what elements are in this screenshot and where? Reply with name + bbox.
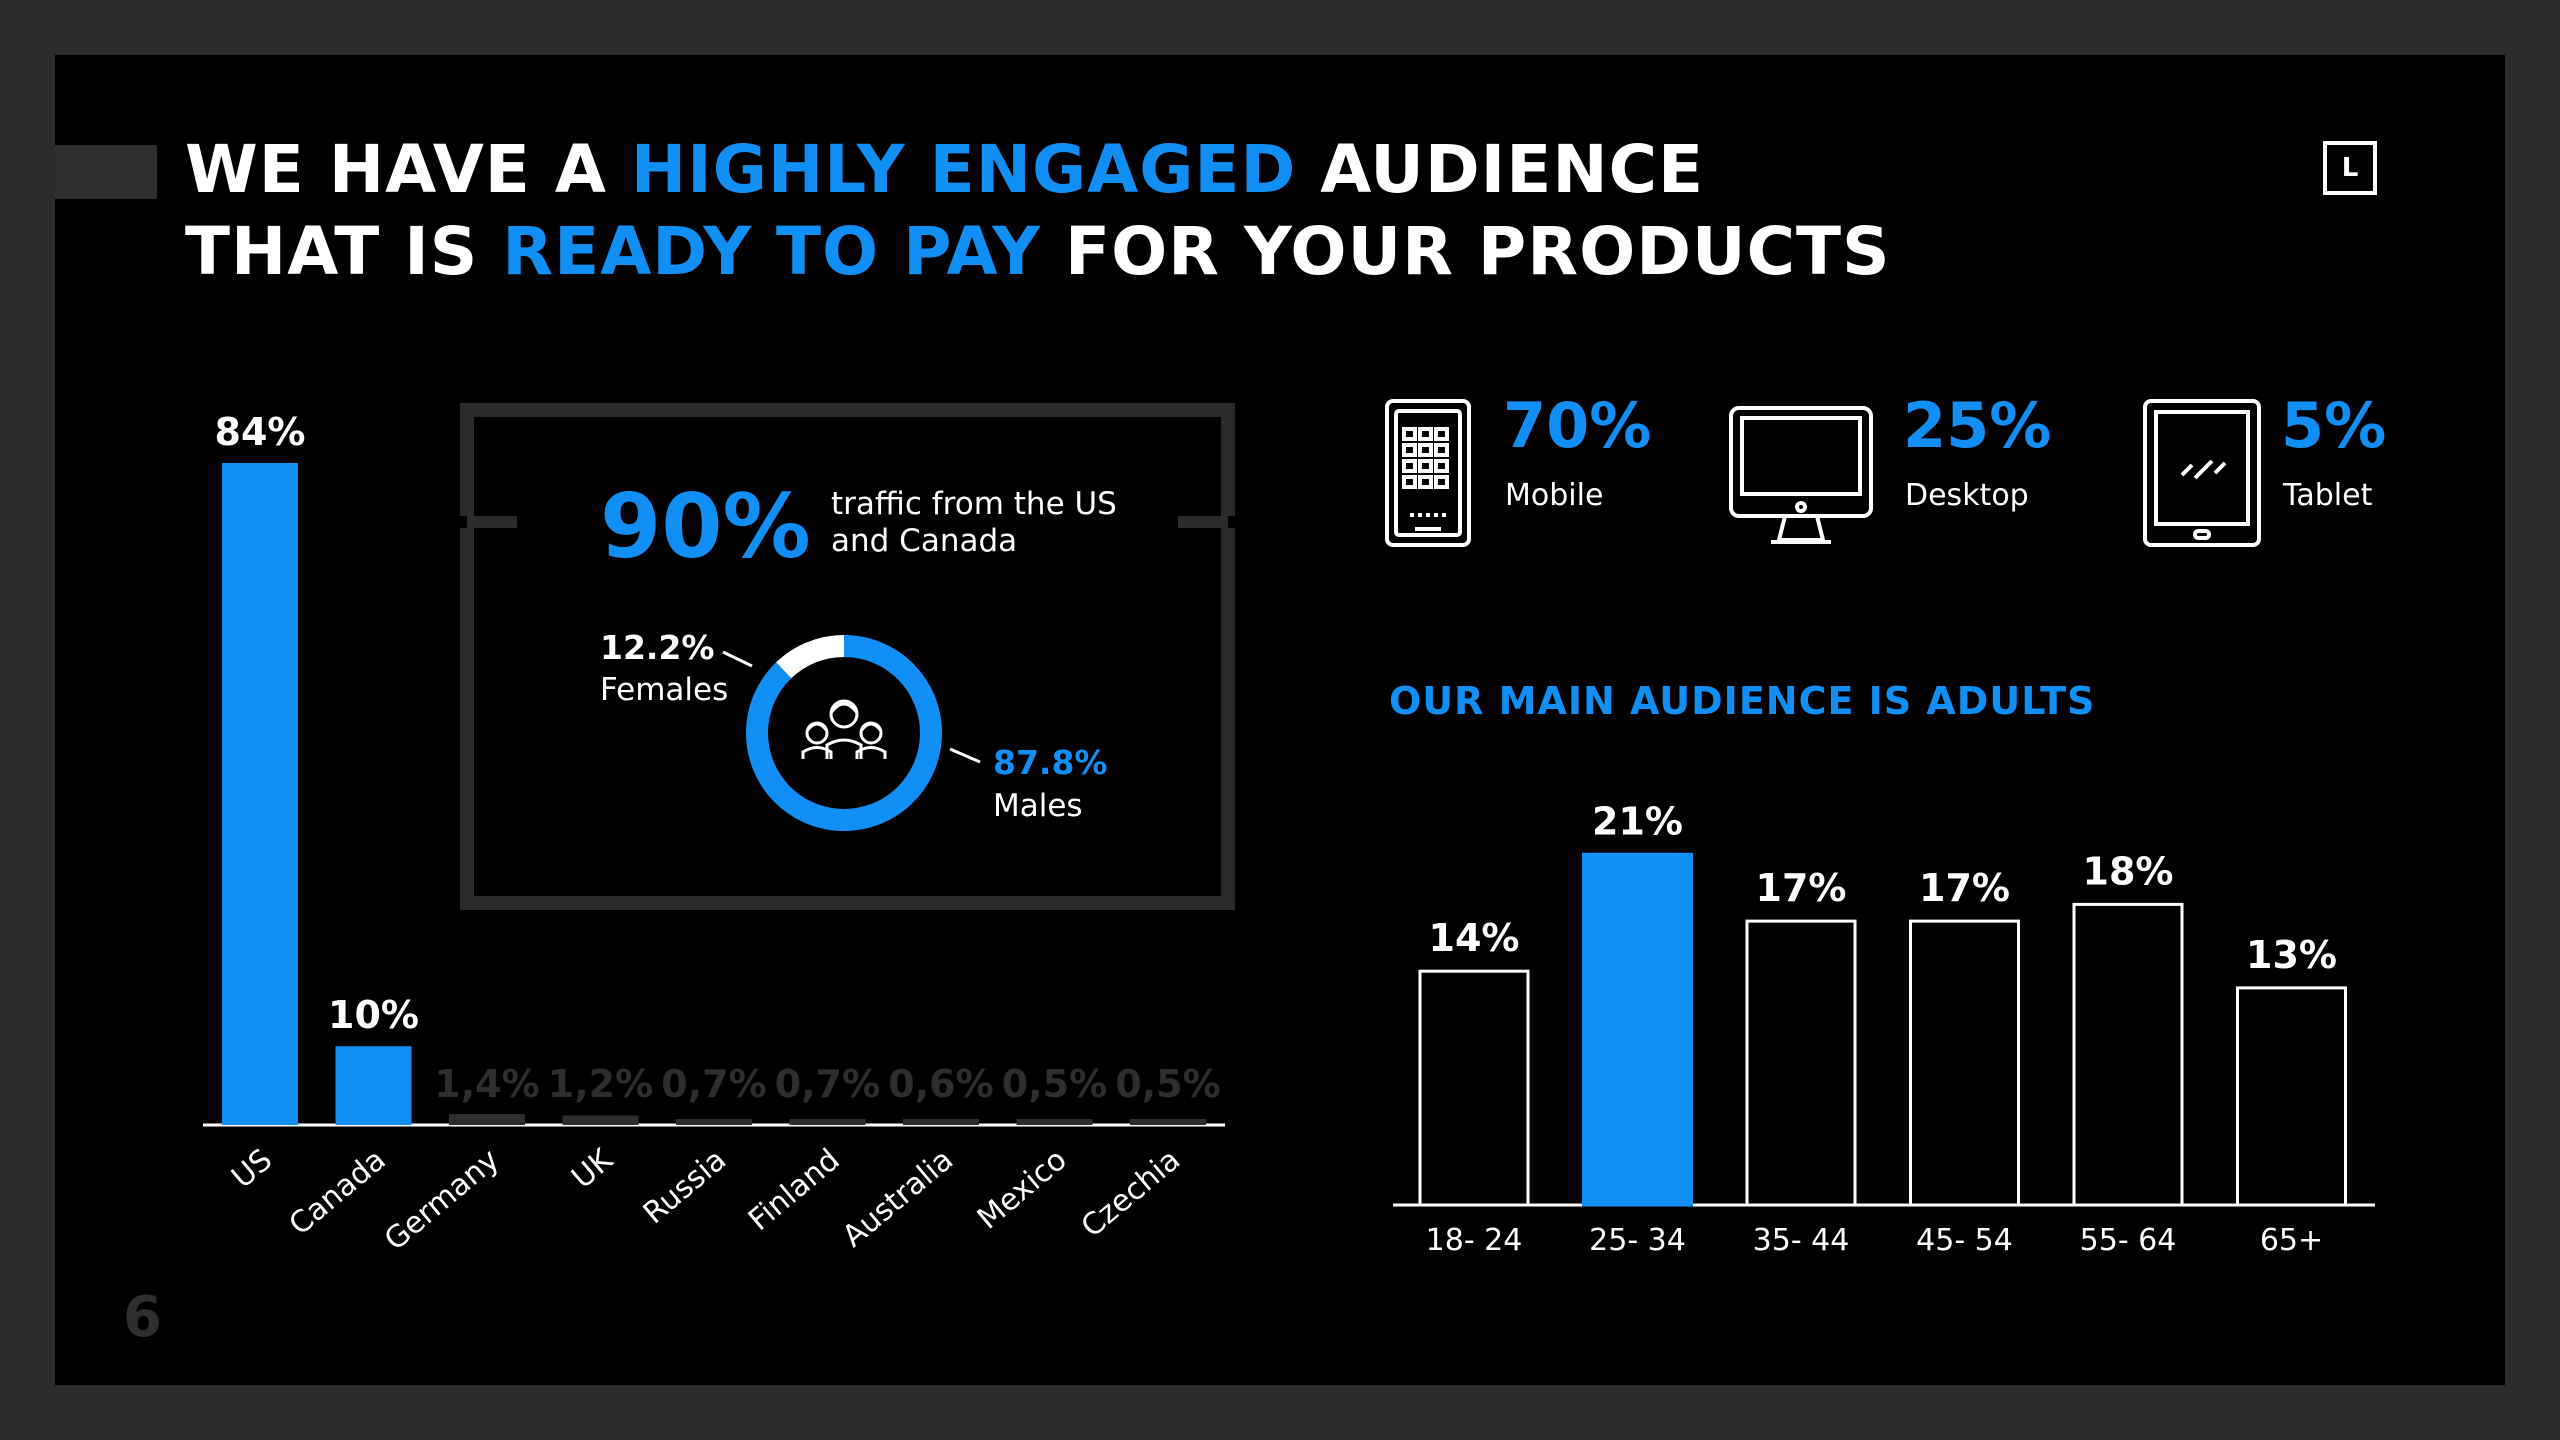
bar-value-label: 0,7% xyxy=(661,1062,766,1106)
bar-canada xyxy=(335,1046,412,1125)
age-bar-1 xyxy=(1582,852,1693,1207)
slide: WE HAVE A HIGHLY ENGAGED AUDIENCE THAT I… xyxy=(55,55,2505,1385)
frame-bottom xyxy=(460,528,1235,910)
bar-australia xyxy=(903,1119,979,1125)
bar-czechia xyxy=(1130,1119,1206,1125)
males-label: Males xyxy=(993,788,1083,824)
headline-text: THAT IS xyxy=(185,213,503,290)
age-bar-5 xyxy=(2236,986,2347,1207)
bar-value-label: 18% xyxy=(2083,849,2174,893)
headline-text: AUDIENCE xyxy=(1296,131,1705,208)
country-bar-chart: 84%US10%Canada1,4%Germany1,2%UK0,7%Russi… xyxy=(203,410,1225,1258)
x-tick-label: 55- 64 xyxy=(2080,1223,2177,1258)
bar-value-label: 10% xyxy=(328,993,419,1037)
bar-germany xyxy=(449,1113,525,1125)
headline-highlight: READY TO PAY xyxy=(502,213,1041,290)
desktop-percentage: 25% xyxy=(1903,389,2052,462)
mobile-label: Mobile xyxy=(1505,478,1604,513)
bar-value-label: 17% xyxy=(1756,866,1847,910)
bar-mexico xyxy=(1016,1119,1093,1125)
bar-value-label: 84% xyxy=(215,410,306,454)
age-bar-0 xyxy=(1418,969,1530,1207)
logo-letter: L xyxy=(2341,153,2359,183)
bar-value-label: 17% xyxy=(1919,866,2010,910)
accent-tab xyxy=(55,145,157,199)
bar-value-label: 14% xyxy=(1429,916,1520,960)
age-chart-title: OUR MAIN AUDIENCE IS ADULTS xyxy=(1389,679,2096,723)
bar-us xyxy=(222,463,298,1125)
headline-text: FOR YOUR PRODUCTS xyxy=(1041,213,1891,290)
headline-line-2: THAT IS READY TO PAY FOR YOUR PRODUCTS xyxy=(185,211,1891,293)
age-bar-3 xyxy=(1909,919,2020,1207)
x-tick-label: 25- 34 xyxy=(1589,1223,1686,1258)
people-group-icon xyxy=(801,699,887,759)
bar-value-label: 0,6% xyxy=(888,1062,993,1106)
bar-value-label: 0,5% xyxy=(1002,1062,1107,1106)
frame-notch-right xyxy=(1178,516,1228,528)
bar-value-label: 13% xyxy=(2246,933,2337,977)
x-tick-label: 35- 44 xyxy=(1753,1223,1850,1258)
headline-text: WE HAVE A xyxy=(185,131,631,208)
age-bar-2 xyxy=(1745,919,1857,1207)
females-label: Females xyxy=(600,672,729,708)
brand-logo: L xyxy=(2323,141,2377,195)
headline: WE HAVE A HIGHLY ENGAGED AUDIENCE THAT I… xyxy=(185,129,1891,293)
smartphone-icon xyxy=(1385,399,1471,547)
males-value: 87.8% xyxy=(993,743,1108,782)
bar-russia xyxy=(676,1119,752,1125)
page-number: 6 xyxy=(123,1285,162,1350)
age-bar-chart: 14% 18- 24 21% 25- 34 17% 35- 44 17% 45- 54 18% 5… xyxy=(1393,799,2375,1258)
device-icons xyxy=(1385,399,2261,547)
bar-uk xyxy=(562,1115,639,1125)
bar-value-label: 0,7% xyxy=(775,1062,880,1106)
mobile-percentage: 70% xyxy=(1503,389,1652,462)
tablet-icon xyxy=(2143,399,2261,547)
headline-line-1: WE HAVE A HIGHLY ENGAGED AUDIENCE xyxy=(185,129,1891,211)
frame-top xyxy=(460,403,1235,516)
x-tick-label: 45- 54 xyxy=(1916,1223,2013,1258)
headline-highlight: HIGHLY ENGAGED xyxy=(630,131,1297,208)
x-tick-label: 18- 24 xyxy=(1426,1223,1523,1258)
traffic-percentage: 90% xyxy=(600,475,811,578)
frame-notch-left xyxy=(467,516,517,528)
traffic-box-frame xyxy=(460,403,1235,910)
bar-value-label: 21% xyxy=(1592,799,1683,843)
desktop-label: Desktop xyxy=(1905,478,2029,513)
tablet-percentage: 5% xyxy=(2281,389,2387,462)
age-bar-4 xyxy=(2072,902,2184,1207)
bar-value-label: 1,2% xyxy=(548,1062,653,1106)
females-value: 12.2% xyxy=(600,628,715,667)
x-tick-label: 65+ xyxy=(2260,1223,2323,1258)
desktop-monitor-icon xyxy=(1729,406,1873,544)
females-leader-line xyxy=(722,650,753,668)
bar-finland xyxy=(789,1119,866,1125)
traffic-label: traffic from the US and Canada xyxy=(831,486,1117,559)
bar-value-label: 1,4% xyxy=(434,1062,539,1106)
gender-donut-chart xyxy=(722,635,981,831)
bar-value-label: 0,5% xyxy=(1115,1062,1220,1106)
donut-slice-males xyxy=(746,635,942,831)
tablet-label: Tablet xyxy=(2283,478,2373,513)
males-leader-line xyxy=(949,747,981,764)
